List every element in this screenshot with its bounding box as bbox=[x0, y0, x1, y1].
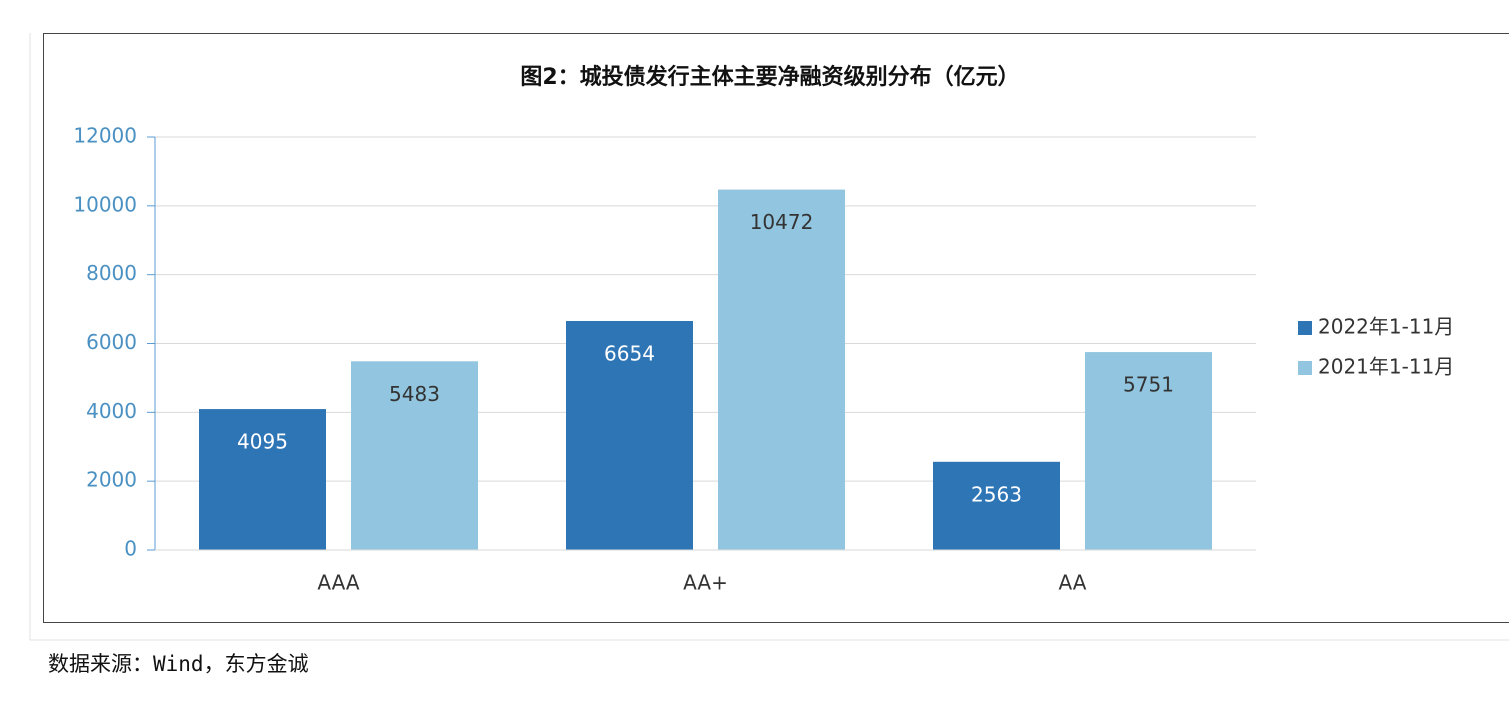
legend-swatch bbox=[1298, 361, 1312, 375]
y-tick-label: 10000 bbox=[73, 192, 137, 216]
data-label: 10472 bbox=[750, 210, 814, 234]
data-label: 2563 bbox=[971, 482, 1022, 506]
x-tick-label: AA bbox=[1059, 571, 1087, 595]
bar bbox=[718, 189, 845, 550]
legend-label: 2022年1-11月 bbox=[1318, 315, 1454, 339]
x-tick-label: AAA bbox=[317, 571, 359, 595]
bar bbox=[351, 361, 478, 550]
data-label: 5483 bbox=[389, 382, 440, 406]
chart-frame bbox=[43, 33, 1509, 623]
legend-swatch bbox=[1298, 321, 1312, 335]
bar bbox=[933, 461, 1060, 550]
y-tick-label: 2000 bbox=[86, 468, 137, 492]
y-tick-label: 8000 bbox=[86, 261, 137, 285]
bar bbox=[566, 320, 693, 550]
y-tick-label: 4000 bbox=[86, 399, 137, 423]
data-label: 6654 bbox=[604, 341, 655, 365]
data-label: 5751 bbox=[1123, 373, 1174, 397]
x-tick-label: AA+ bbox=[683, 571, 728, 595]
source-note: 数据来源：Wind，东方金诚 bbox=[48, 652, 309, 676]
bar bbox=[199, 409, 326, 550]
bar bbox=[1085, 352, 1212, 550]
y-tick-label: 6000 bbox=[86, 330, 137, 354]
data-label: 4095 bbox=[237, 430, 288, 454]
y-tick-label: 12000 bbox=[73, 124, 137, 148]
chart-title: 图2：城投债发行主体主要净融资级别分布（亿元） bbox=[520, 64, 1019, 90]
legend-label: 2021年1-11月 bbox=[1318, 355, 1454, 379]
y-tick-label: 0 bbox=[124, 537, 137, 561]
